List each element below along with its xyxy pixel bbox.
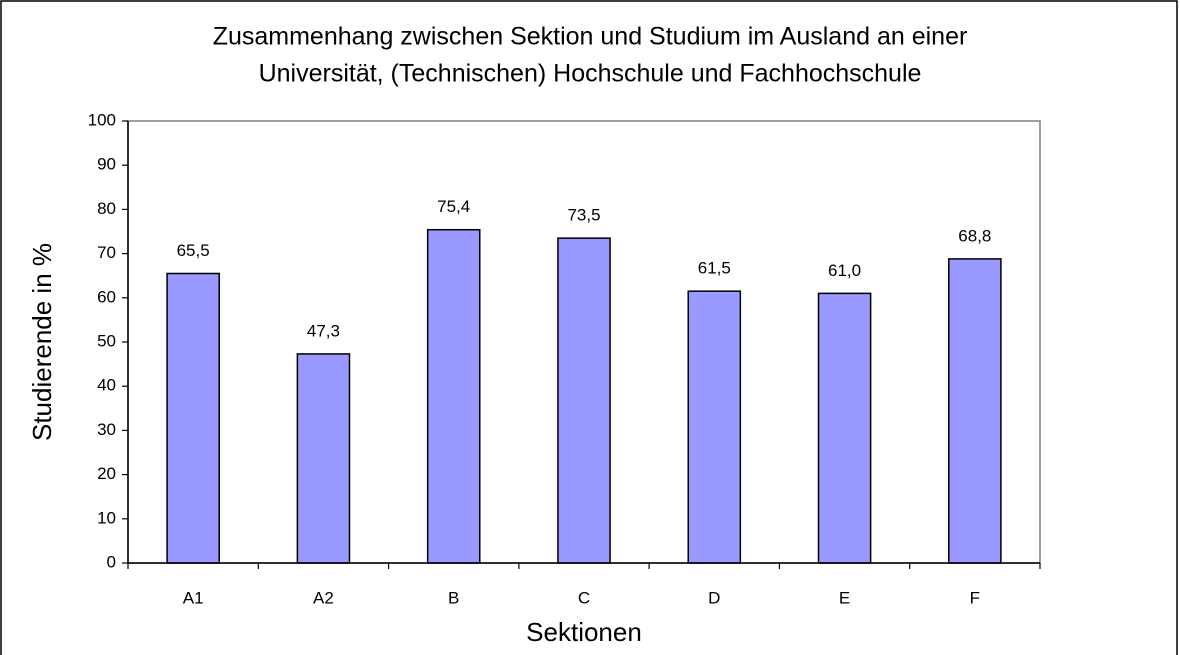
x-tick-label: E — [839, 588, 850, 607]
x-tick-label: D — [708, 588, 720, 607]
bar — [166, 272, 220, 564]
x-tick-label: F — [970, 588, 980, 607]
bar — [687, 290, 742, 564]
bar — [557, 237, 611, 564]
data-label: 65,5 — [177, 241, 210, 260]
data-label: 47,3 — [307, 321, 340, 340]
y-tick-label: 100 — [88, 110, 116, 129]
bar — [426, 228, 481, 564]
y-tick-label: 10 — [97, 508, 116, 527]
y-tick-label: 30 — [97, 420, 116, 439]
data-label: 68,8 — [958, 226, 991, 245]
data-label: 61,0 — [828, 261, 861, 280]
x-tick-label: C — [578, 588, 590, 607]
y-tick-label: 20 — [97, 464, 116, 483]
data-label: 73,5 — [567, 206, 600, 225]
bar — [948, 258, 1002, 564]
chart-title: Zusammenhang zwischen Sektion und Studiu… — [213, 23, 968, 51]
y-axis-label: Studierende in % — [27, 243, 57, 441]
data-label: 61,5 — [698, 259, 731, 278]
y-tick-label: 50 — [97, 331, 116, 350]
y-tick-label: 60 — [97, 287, 116, 306]
data-label: 75,4 — [437, 197, 470, 216]
bar — [296, 353, 351, 564]
y-tick-label: 40 — [97, 376, 116, 395]
y-tick-label: 0 — [107, 552, 116, 571]
x-tick-label: A2 — [313, 588, 334, 607]
y-tick-label: 90 — [97, 155, 116, 174]
chart-title: Universität, (Technischen) Hochschule un… — [259, 60, 922, 88]
x-tick-label: A1 — [183, 588, 204, 607]
y-tick-label: 70 — [97, 243, 116, 262]
y-tick-label: 80 — [97, 199, 116, 218]
x-tick-label: B — [448, 588, 459, 607]
x-axis-label: Sektionen — [526, 617, 642, 647]
bar — [817, 292, 872, 564]
